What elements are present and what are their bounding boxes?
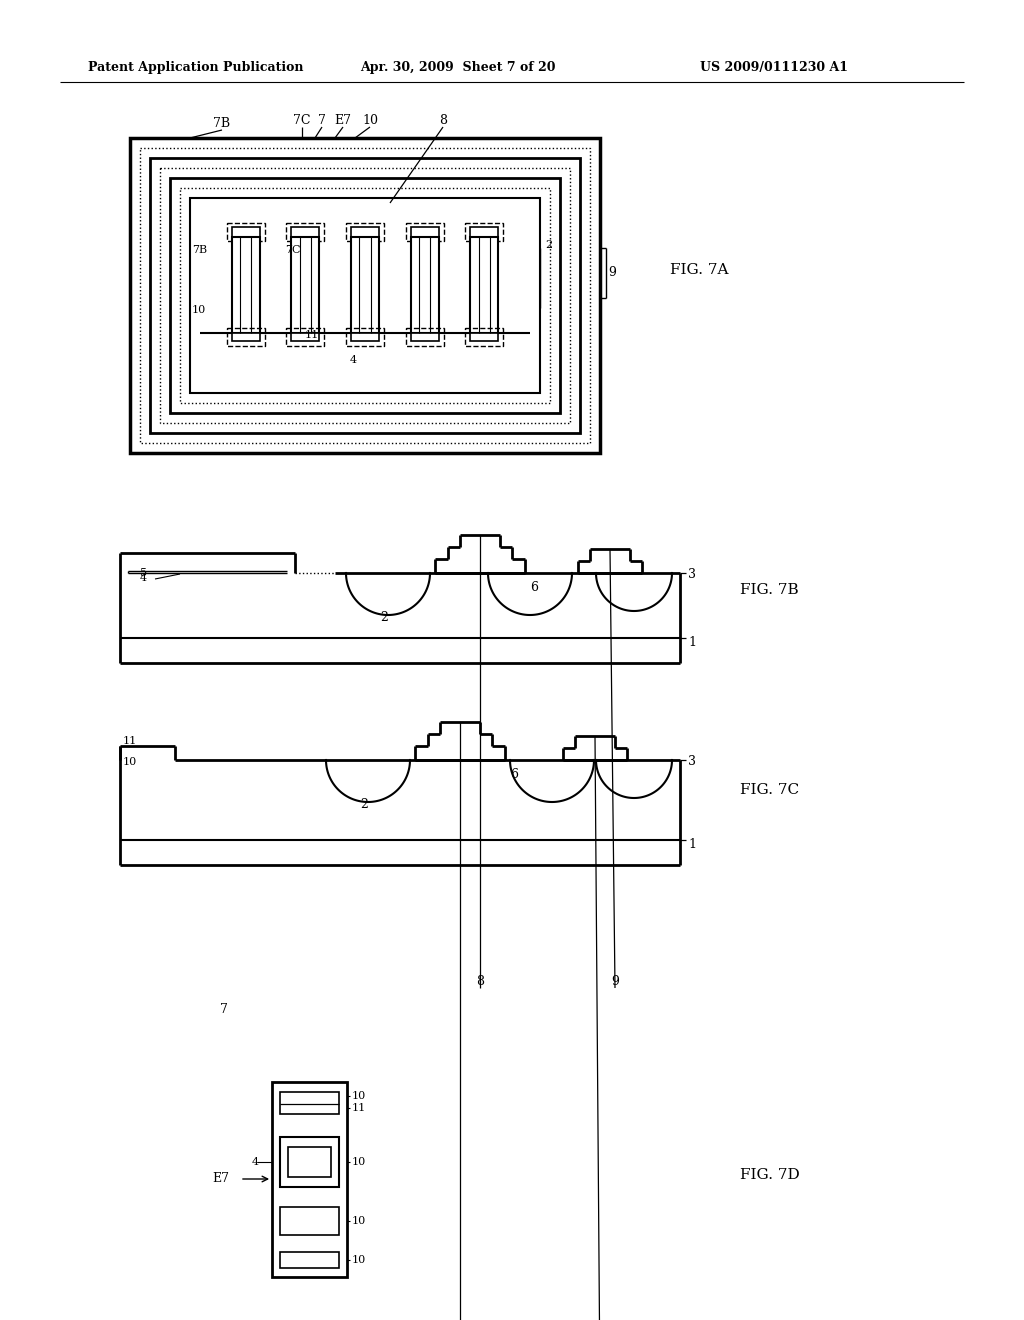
- Bar: [231, 238, 260, 333]
- Bar: [160, 168, 570, 422]
- Bar: [288, 1147, 331, 1177]
- Text: 11: 11: [352, 1104, 367, 1113]
- Bar: [346, 223, 384, 242]
- Text: 10: 10: [123, 756, 137, 767]
- Text: 8: 8: [439, 114, 447, 127]
- Text: 7B: 7B: [193, 246, 207, 255]
- Text: 6: 6: [530, 581, 538, 594]
- Bar: [470, 227, 499, 238]
- Bar: [351, 333, 379, 341]
- Text: E7: E7: [335, 114, 351, 127]
- Text: FIG. 7C: FIG. 7C: [740, 783, 799, 797]
- Text: Patent Application Publication: Patent Application Publication: [88, 62, 303, 74]
- Text: 7: 7: [318, 114, 326, 127]
- Text: 4: 4: [252, 1158, 259, 1167]
- Bar: [465, 327, 504, 346]
- Bar: [226, 327, 264, 346]
- Text: 6: 6: [510, 768, 518, 781]
- Bar: [351, 238, 379, 333]
- Bar: [411, 227, 438, 238]
- Text: 5: 5: [140, 568, 147, 578]
- Text: 10: 10: [193, 305, 206, 315]
- Text: 10: 10: [352, 1216, 367, 1226]
- Bar: [190, 198, 540, 393]
- Text: 10: 10: [352, 1158, 367, 1167]
- Text: 9: 9: [608, 267, 615, 280]
- Bar: [411, 238, 438, 333]
- Bar: [470, 333, 499, 341]
- Bar: [140, 148, 590, 444]
- Bar: [287, 327, 325, 346]
- Text: 9: 9: [611, 975, 618, 987]
- Text: 7B: 7B: [213, 117, 230, 129]
- Bar: [292, 333, 319, 341]
- Text: 7C: 7C: [285, 246, 300, 255]
- Text: 11: 11: [123, 737, 137, 746]
- Bar: [272, 1082, 347, 1276]
- Text: 1: 1: [688, 636, 696, 649]
- Bar: [170, 178, 560, 413]
- Bar: [231, 333, 260, 341]
- Bar: [292, 238, 319, 333]
- Text: 7C: 7C: [293, 114, 310, 127]
- Bar: [411, 333, 438, 341]
- Bar: [280, 1251, 339, 1269]
- Text: US 2009/0111230 A1: US 2009/0111230 A1: [700, 62, 848, 74]
- Bar: [406, 223, 443, 242]
- Text: 10: 10: [352, 1255, 367, 1265]
- Bar: [280, 1137, 339, 1187]
- Text: 3: 3: [688, 755, 696, 768]
- Text: FIG. 7A: FIG. 7A: [670, 263, 728, 277]
- Bar: [280, 1092, 339, 1114]
- Text: 7: 7: [220, 1003, 228, 1016]
- Text: 2: 2: [380, 611, 388, 624]
- Text: 3: 3: [688, 568, 696, 581]
- Bar: [465, 223, 504, 242]
- Bar: [346, 327, 384, 346]
- Bar: [226, 223, 264, 242]
- Text: E7: E7: [212, 1172, 229, 1185]
- Bar: [150, 158, 580, 433]
- Bar: [292, 227, 319, 238]
- Bar: [470, 238, 499, 333]
- Text: 11: 11: [305, 330, 319, 341]
- Bar: [287, 223, 325, 242]
- Text: 2: 2: [360, 799, 368, 810]
- Bar: [280, 1206, 339, 1236]
- Bar: [351, 227, 379, 238]
- Text: Apr. 30, 2009  Sheet 7 of 20: Apr. 30, 2009 Sheet 7 of 20: [360, 62, 555, 74]
- Text: 10: 10: [352, 1092, 367, 1101]
- Bar: [130, 139, 600, 453]
- Bar: [406, 327, 443, 346]
- Text: FIG. 7D: FIG. 7D: [740, 1168, 800, 1181]
- Text: 1: 1: [688, 838, 696, 851]
- Text: 10: 10: [362, 114, 378, 127]
- Text: 2: 2: [545, 240, 552, 249]
- Text: 4: 4: [140, 573, 147, 583]
- Text: FIG. 7B: FIG. 7B: [740, 583, 799, 597]
- Bar: [231, 227, 260, 238]
- Bar: [180, 187, 550, 403]
- Text: 4: 4: [350, 355, 357, 366]
- Text: 8: 8: [476, 975, 484, 987]
